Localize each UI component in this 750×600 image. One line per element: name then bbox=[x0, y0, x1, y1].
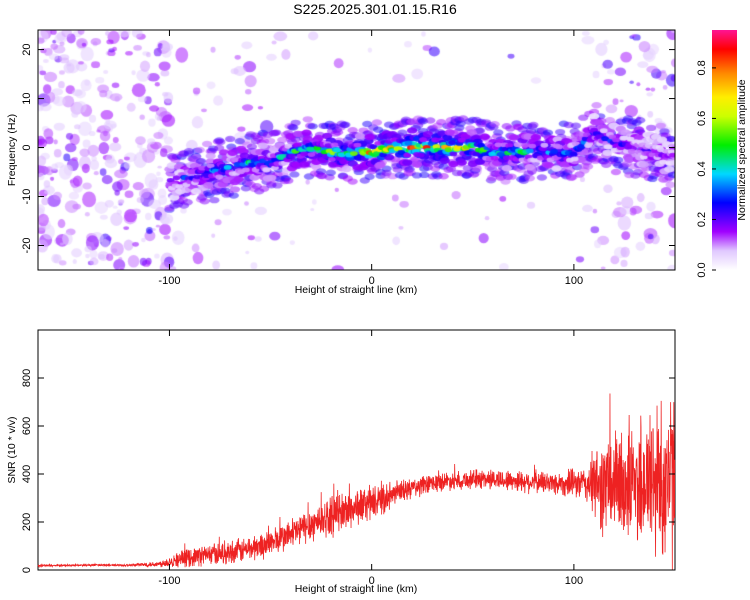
spectrogram-ytick-label: 20 bbox=[21, 43, 33, 55]
snr-ytick-label: 600 bbox=[21, 417, 33, 435]
snr-ylabel: SNR (10 * v/v) bbox=[6, 416, 18, 483]
spectrogram-xtick-label: 100 bbox=[565, 275, 583, 287]
colorbar-tick-label: 0.4 bbox=[696, 161, 708, 176]
colorbar-ticks: 0.0 0.2 0.4 0.6 0.8 bbox=[696, 60, 716, 278]
colorbar bbox=[712, 30, 737, 270]
spectrogram-ytick-label: 10 bbox=[21, 92, 33, 104]
colorbar-label: Normalized spectral amplitude bbox=[736, 79, 748, 220]
spectrogram-ylabel: Frequency (Hz) bbox=[6, 114, 18, 186]
snr-xlabel: Height of straight line (km) bbox=[295, 583, 418, 595]
colorbar-tick-label: 0.6 bbox=[696, 111, 708, 126]
snr-series-line bbox=[37, 393, 676, 570]
snr-xtick-label: 100 bbox=[565, 575, 583, 587]
snr-ytick-label: 200 bbox=[21, 513, 33, 531]
snr-axes: -100 0 100 0 200 400 600 800 bbox=[21, 330, 675, 587]
spectrogram-heatmap bbox=[38, 30, 675, 270]
spectrogram-xtick-label: 0 bbox=[369, 275, 375, 287]
colorbar-tick-label: 0.2 bbox=[696, 212, 708, 227]
snr-frame bbox=[37, 329, 676, 571]
snr-xtick-label: 0 bbox=[369, 575, 375, 587]
colorbar-tick-label: 0.8 bbox=[696, 60, 708, 75]
snr-xtick-label: -100 bbox=[158, 575, 180, 587]
snr-ytick-label: 400 bbox=[21, 465, 33, 483]
spectrogram-frame bbox=[37, 29, 676, 271]
spectrogram-ytick-label: -10 bbox=[21, 189, 33, 205]
spectrogram-xlabel: Height of straight line (km) bbox=[295, 284, 418, 296]
spectrogram-xtick-label: -100 bbox=[158, 275, 180, 287]
snr-ytick-label: 800 bbox=[21, 369, 33, 387]
spectrogram-ytick-label: -20 bbox=[21, 238, 33, 254]
page-title: S225.2025.301.01.15.R16 bbox=[293, 1, 457, 17]
spectrogram-ytick-label: 0 bbox=[21, 144, 33, 150]
colorbar-tick-label: 0.0 bbox=[696, 262, 708, 277]
snr-ytick-label: 0 bbox=[21, 567, 33, 573]
